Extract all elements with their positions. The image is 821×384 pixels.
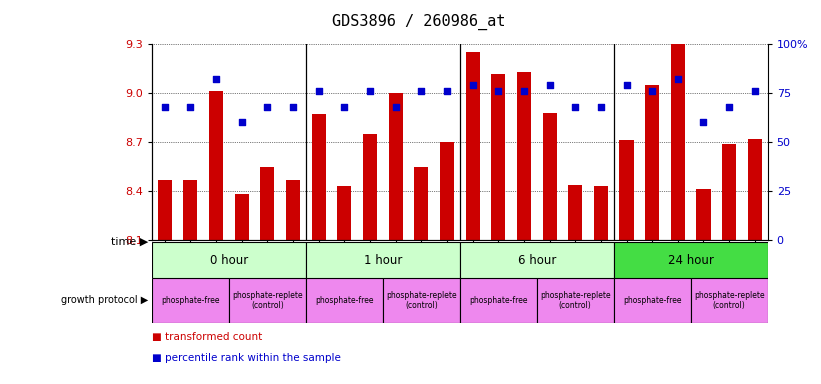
- Text: phosphate-free: phosphate-free: [161, 296, 220, 305]
- Bar: [696, 189, 710, 240]
- Bar: [337, 186, 351, 240]
- Text: time ▶: time ▶: [111, 237, 148, 247]
- Point: [235, 119, 248, 126]
- Bar: [440, 142, 454, 240]
- Bar: [363, 134, 377, 240]
- Point: [184, 104, 197, 110]
- Bar: [614, 242, 768, 278]
- Point: [364, 88, 377, 94]
- Point: [748, 88, 761, 94]
- Bar: [235, 194, 249, 240]
- Text: phosphate-free: phosphate-free: [469, 296, 528, 305]
- Bar: [748, 139, 762, 240]
- Point: [312, 88, 325, 94]
- Bar: [491, 74, 505, 240]
- Bar: [594, 186, 608, 240]
- Bar: [260, 167, 274, 240]
- Point: [415, 88, 428, 94]
- Bar: [460, 278, 537, 323]
- Bar: [645, 85, 659, 240]
- Point: [389, 104, 402, 110]
- Text: 24 hour: 24 hour: [667, 254, 713, 266]
- Point: [543, 82, 556, 88]
- Text: phosphate-free: phosphate-free: [623, 296, 681, 305]
- Bar: [286, 180, 300, 240]
- Bar: [568, 185, 582, 240]
- Bar: [158, 180, 172, 240]
- Bar: [690, 278, 768, 323]
- Point: [569, 104, 582, 110]
- Point: [261, 104, 274, 110]
- Bar: [209, 91, 223, 240]
- Point: [337, 104, 351, 110]
- Bar: [388, 93, 402, 240]
- Text: 1 hour: 1 hour: [364, 254, 402, 266]
- Bar: [306, 278, 383, 323]
- Text: 6 hour: 6 hour: [517, 254, 556, 266]
- Point: [620, 82, 633, 88]
- Bar: [620, 141, 634, 240]
- Bar: [152, 278, 229, 323]
- Text: phosphate-replete
(control): phosphate-replete (control): [232, 291, 303, 310]
- Bar: [306, 242, 460, 278]
- Text: phosphate-replete
(control): phosphate-replete (control): [540, 291, 611, 310]
- Bar: [312, 114, 326, 240]
- Bar: [383, 278, 460, 323]
- Point: [697, 119, 710, 126]
- Text: GDS3896 / 260986_at: GDS3896 / 260986_at: [332, 13, 506, 30]
- Bar: [537, 278, 614, 323]
- Bar: [517, 72, 531, 240]
- Bar: [152, 242, 306, 278]
- Text: phosphate-replete
(control): phosphate-replete (control): [694, 291, 764, 310]
- Point: [209, 76, 222, 83]
- Bar: [229, 278, 306, 323]
- Point: [440, 88, 453, 94]
- Bar: [543, 113, 557, 240]
- Text: phosphate-free: phosphate-free: [315, 296, 374, 305]
- Bar: [460, 242, 614, 278]
- Bar: [466, 52, 479, 240]
- Point: [722, 104, 736, 110]
- Point: [645, 88, 658, 94]
- Bar: [183, 180, 197, 240]
- Point: [158, 104, 172, 110]
- Point: [287, 104, 300, 110]
- Bar: [671, 44, 685, 240]
- Bar: [415, 167, 429, 240]
- Bar: [722, 144, 736, 240]
- Text: phosphate-replete
(control): phosphate-replete (control): [386, 291, 456, 310]
- Text: ■ transformed count: ■ transformed count: [152, 332, 262, 342]
- Text: 0 hour: 0 hour: [209, 254, 248, 266]
- Bar: [614, 278, 690, 323]
- Point: [594, 104, 608, 110]
- Point: [492, 88, 505, 94]
- Point: [517, 88, 530, 94]
- Text: growth protocol ▶: growth protocol ▶: [61, 295, 148, 306]
- Point: [672, 76, 685, 83]
- Text: ■ percentile rank within the sample: ■ percentile rank within the sample: [152, 353, 341, 363]
- Point: [466, 82, 479, 88]
